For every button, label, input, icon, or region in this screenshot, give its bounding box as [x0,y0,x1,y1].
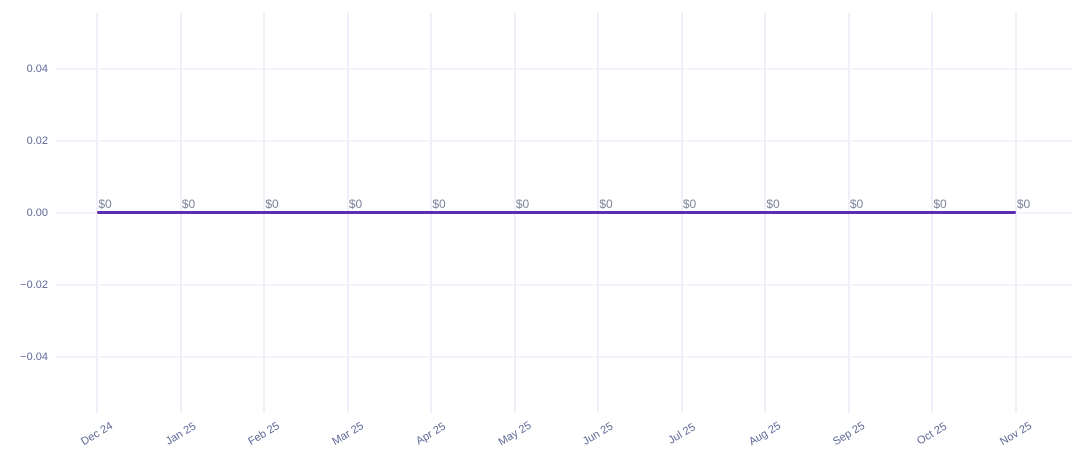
y-tick-label: 0.02 [26,135,48,147]
point-label: $0 [766,197,780,211]
x-tick-label: Jul 25 [665,421,698,447]
point-label: $0 [1016,197,1031,211]
x-tick-label: Nov 25 [997,419,1034,449]
v-gridline [1014,13,1017,413]
y-tick-label: −0.04 [20,351,48,363]
y-tick-label: −0.02 [20,279,48,291]
point-label: $0 [515,197,530,211]
x-tick-label: Mar 25 [329,420,366,448]
x-tick-label: Aug 25 [746,419,784,449]
point-label: $0 [933,197,947,211]
x-tick-label: Feb 25 [246,420,282,448]
h-gridline [55,68,1073,70]
x-tick-label: Sep 25 [830,419,867,449]
point-label: $0 [265,197,279,211]
h-gridline [55,140,1073,142]
x-tick-label: Oct 25 [915,420,949,448]
point-label: $0 [181,197,196,211]
x-tick-label: Apr 25 [414,420,448,448]
point-label: $0 [348,197,363,211]
point-label: $0 [849,197,864,211]
h-gridline [55,356,1073,358]
point-label: $0 [432,197,446,211]
y-tick-label: 0.04 [26,63,48,75]
point-label: $0 [98,197,112,211]
h-gridline [55,284,1073,286]
point-label: $0 [682,197,697,211]
x-tick-label: Jan 25 [163,420,198,448]
series-line [97,211,1016,214]
x-tick-label: Dec 24 [78,419,116,449]
y-tick-label: 0.00 [26,207,48,219]
point-label: $0 [599,197,613,211]
x-tick-label: Jun 25 [580,420,616,448]
x-tick-label: May 25 [495,419,534,449]
